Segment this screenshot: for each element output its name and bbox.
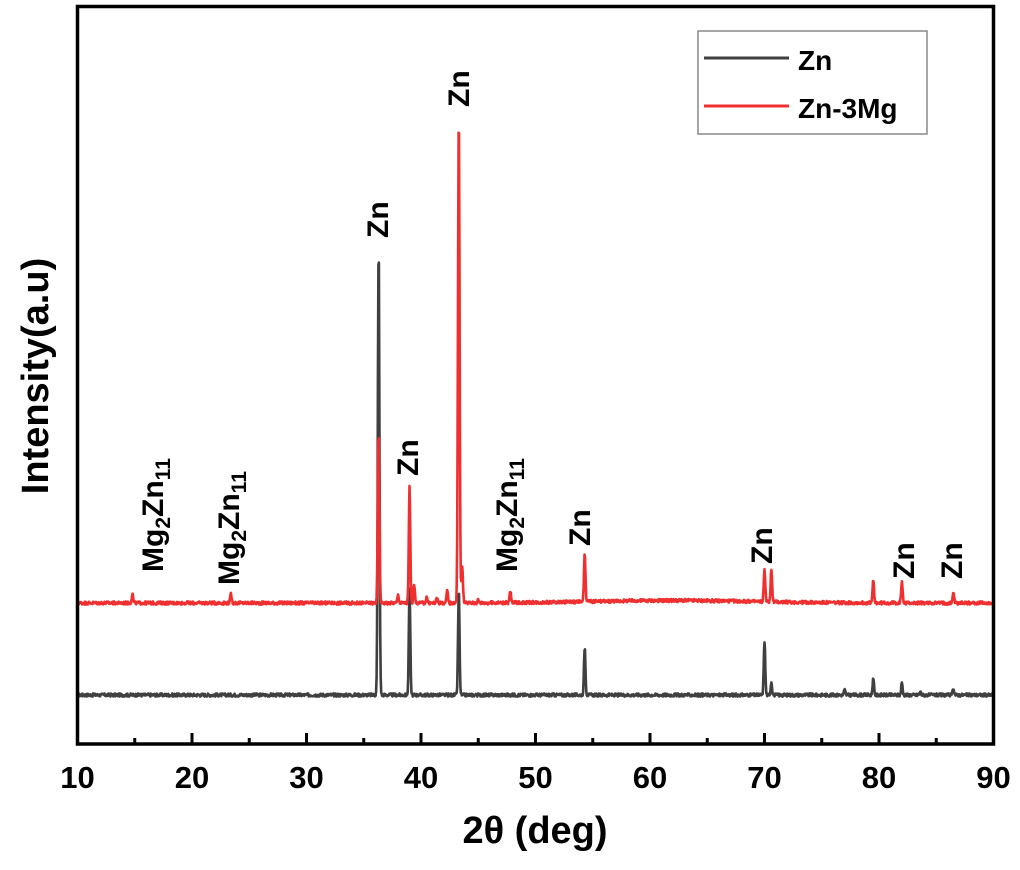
peak-label: Zn [443, 70, 476, 107]
x-tick-label: 90 [976, 760, 1010, 795]
x-tick-label: 70 [747, 760, 781, 795]
legend: Zn Zn-3Mg [697, 30, 928, 135]
x-tick-label: 10 [60, 760, 94, 795]
series-line-zn-3mg [76, 131, 995, 606]
legend-label-zn-3mg: Zn-3Mg [798, 93, 898, 124]
series-line-zn [76, 261, 995, 698]
x-tick-label: 50 [518, 760, 552, 795]
peak-label: Mg2Zn11 [137, 458, 175, 572]
x-axis-ticks: 10 20 30 40 50 60 70 80 90 [60, 733, 1011, 795]
plot-series [76, 131, 995, 698]
peak-label: Zn [746, 527, 779, 564]
y-axis-title: Intensity(a.u) [15, 258, 57, 494]
peak-label: Zn [936, 542, 969, 579]
peak-label: Mg2Zn11 [491, 458, 529, 572]
peak-label: Zn [564, 509, 597, 546]
peak-annotations: Mg2Zn11 Mg2Zn11 Zn Zn Zn Mg2Zn11 Zn Zn Zn Zn [137, 70, 969, 585]
legend-label-zn: Zn [798, 45, 832, 76]
x-axis-title: 2θ (deg) [462, 810, 607, 852]
peak-label: Zn [888, 542, 921, 579]
peak-label: Mg2Zn11 [213, 471, 251, 585]
x-tick-label: 40 [404, 760, 438, 795]
x-tick-label: 20 [175, 760, 209, 795]
x-tick-label: 80 [862, 760, 896, 795]
x-tick-label: 30 [289, 760, 323, 795]
x-tick-label: 60 [633, 760, 667, 795]
legend-box [697, 30, 928, 135]
peak-label: Zn [392, 439, 425, 476]
peak-label: Zn [362, 201, 395, 238]
